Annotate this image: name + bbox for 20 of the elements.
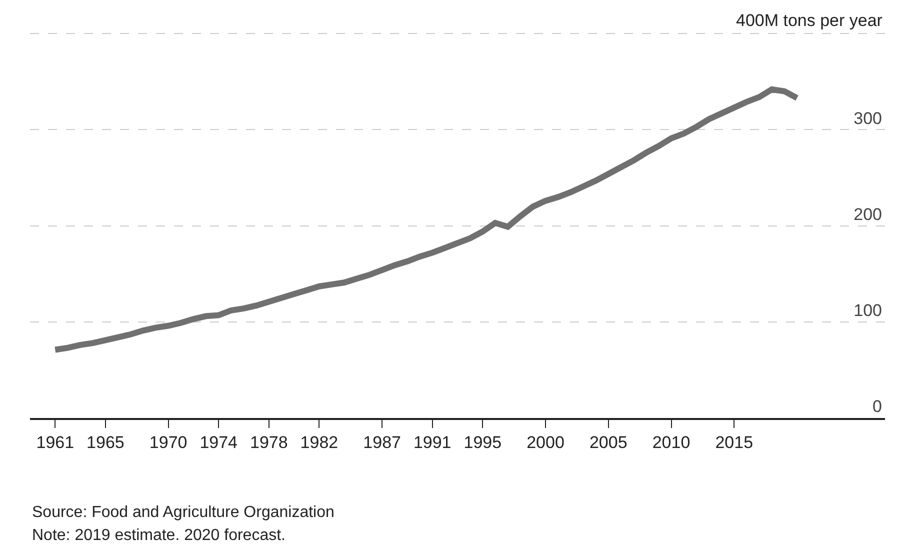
x-tick-label: 1978 bbox=[250, 433, 288, 452]
y-tick-label: 300 bbox=[854, 108, 882, 128]
x-tick-label: 2010 bbox=[652, 433, 690, 452]
y-tick-label: 0 bbox=[872, 397, 882, 416]
text: Note: 2019 estimate. 2020 forecast. bbox=[32, 527, 286, 544]
y-axis-title: 400M tons per year bbox=[736, 11, 883, 30]
x-tick-label: 1970 bbox=[149, 433, 188, 452]
y-tick-label: 200 bbox=[854, 204, 882, 224]
x-tick-label: 2005 bbox=[589, 433, 628, 452]
x-tick-label: 1974 bbox=[200, 433, 238, 452]
x-tick-label: 2000 bbox=[526, 433, 564, 452]
x-tick-label: 1995 bbox=[464, 433, 502, 452]
x-tick-label: 2015 bbox=[715, 433, 754, 452]
x-tick-label: 1991 bbox=[413, 433, 452, 452]
y-tick-label: 100 bbox=[854, 300, 882, 320]
x-tick-label: 1965 bbox=[86, 433, 124, 452]
x-tick-label: 1961 bbox=[36, 433, 74, 452]
source-note: Source: Food and Agriculture Organization bbox=[32, 504, 334, 521]
x-tick-label: 1982 bbox=[300, 433, 338, 452]
x-tick-label: 1987 bbox=[363, 433, 401, 452]
